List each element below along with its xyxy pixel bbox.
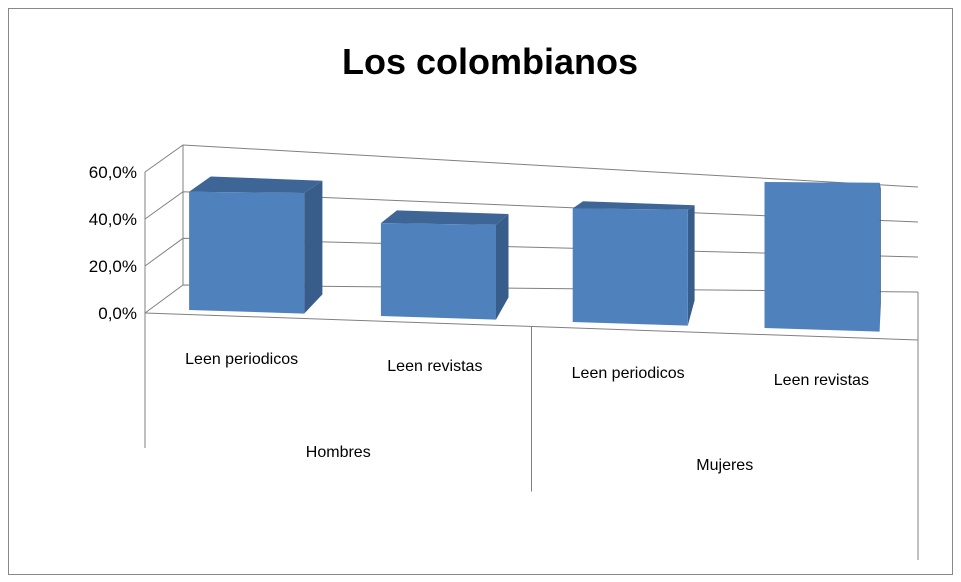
bar [380, 223, 496, 320]
bar [189, 191, 305, 314]
bar-top [572, 201, 695, 210]
bar-top [189, 176, 323, 193]
bar [764, 182, 880, 332]
bar-top [380, 210, 509, 225]
y-tick-label: 60,0% [89, 163, 137, 182]
x-tick-label: Leen revistas [773, 371, 869, 389]
group-label: Mujeres [696, 457, 754, 475]
y-tick-label: 40,0% [89, 210, 137, 229]
x-tick-label: Leen periodicos [571, 364, 685, 382]
group-label: Hombres [305, 443, 371, 461]
bar-side [879, 182, 881, 332]
bar-side [496, 214, 509, 320]
y-tick-label: 0,0% [98, 304, 137, 323]
y-tick-label: 20,0% [89, 257, 137, 276]
bar-side [304, 180, 323, 314]
x-tick-label: Leen periodicos [185, 351, 299, 369]
chart-title: Los colombianos [342, 41, 638, 82]
bar-side [687, 205, 695, 326]
x-tick-label: Leen revistas [387, 358, 483, 376]
bar [572, 208, 688, 326]
